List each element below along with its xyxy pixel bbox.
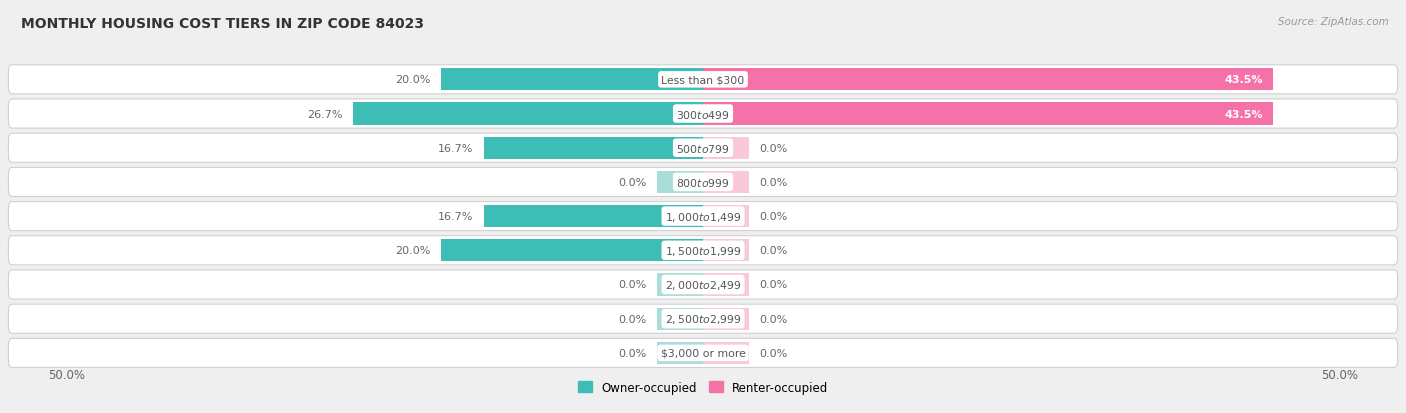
Text: 0.0%: 0.0%: [759, 280, 787, 290]
Text: $2,500 to $2,999: $2,500 to $2,999: [665, 312, 741, 325]
Text: $2,000 to $2,499: $2,000 to $2,499: [665, 278, 741, 291]
Bar: [657, 274, 703, 296]
Bar: [703, 274, 749, 296]
Text: $1,500 to $1,999: $1,500 to $1,999: [665, 244, 741, 257]
Text: 0.0%: 0.0%: [619, 280, 647, 290]
Bar: [657, 171, 703, 194]
Text: 0.0%: 0.0%: [759, 348, 787, 358]
Text: 0.0%: 0.0%: [619, 314, 647, 324]
Bar: [484, 137, 703, 159]
Text: 0.0%: 0.0%: [759, 178, 787, 188]
Text: Source: ZipAtlas.com: Source: ZipAtlas.com: [1278, 17, 1389, 26]
Bar: [703, 240, 749, 262]
FancyBboxPatch shape: [8, 304, 1398, 333]
Text: 16.7%: 16.7%: [439, 211, 474, 221]
Text: 0.0%: 0.0%: [619, 348, 647, 358]
Bar: [484, 206, 703, 228]
Text: $300 to $499: $300 to $499: [676, 108, 730, 120]
Bar: [703, 69, 1272, 91]
FancyBboxPatch shape: [8, 100, 1398, 129]
Text: 16.7%: 16.7%: [439, 143, 474, 153]
Bar: [441, 69, 703, 91]
Bar: [703, 171, 749, 194]
Bar: [703, 137, 749, 159]
FancyBboxPatch shape: [8, 202, 1398, 231]
Legend: Owner-occupied, Renter-occupied: Owner-occupied, Renter-occupied: [572, 376, 834, 398]
FancyBboxPatch shape: [8, 339, 1398, 368]
Bar: [657, 342, 703, 364]
FancyBboxPatch shape: [8, 270, 1398, 299]
Text: 0.0%: 0.0%: [759, 314, 787, 324]
Text: 20.0%: 20.0%: [395, 75, 430, 85]
Text: 0.0%: 0.0%: [759, 211, 787, 221]
FancyBboxPatch shape: [8, 66, 1398, 95]
Text: $500 to $799: $500 to $799: [676, 142, 730, 154]
Text: 43.5%: 43.5%: [1225, 75, 1263, 85]
Text: 50.0%: 50.0%: [48, 368, 84, 381]
Bar: [657, 308, 703, 330]
Text: 0.0%: 0.0%: [619, 178, 647, 188]
Text: MONTHLY HOUSING COST TIERS IN ZIP CODE 84023: MONTHLY HOUSING COST TIERS IN ZIP CODE 8…: [21, 17, 425, 31]
Text: 50.0%: 50.0%: [1322, 368, 1358, 381]
Text: $800 to $999: $800 to $999: [676, 176, 730, 188]
FancyBboxPatch shape: [8, 236, 1398, 265]
Text: 26.7%: 26.7%: [307, 109, 343, 119]
FancyBboxPatch shape: [8, 134, 1398, 163]
Bar: [703, 206, 749, 228]
Text: 43.5%: 43.5%: [1225, 109, 1263, 119]
FancyBboxPatch shape: [8, 168, 1398, 197]
Bar: [703, 342, 749, 364]
Text: $3,000 or more: $3,000 or more: [661, 348, 745, 358]
Text: 0.0%: 0.0%: [759, 143, 787, 153]
Bar: [353, 103, 703, 125]
Text: 0.0%: 0.0%: [759, 246, 787, 256]
Text: $1,000 to $1,499: $1,000 to $1,499: [665, 210, 741, 223]
Bar: [703, 308, 749, 330]
Text: 20.0%: 20.0%: [395, 246, 430, 256]
Text: Less than $300: Less than $300: [661, 75, 745, 85]
Bar: [441, 240, 703, 262]
Bar: [703, 103, 1272, 125]
